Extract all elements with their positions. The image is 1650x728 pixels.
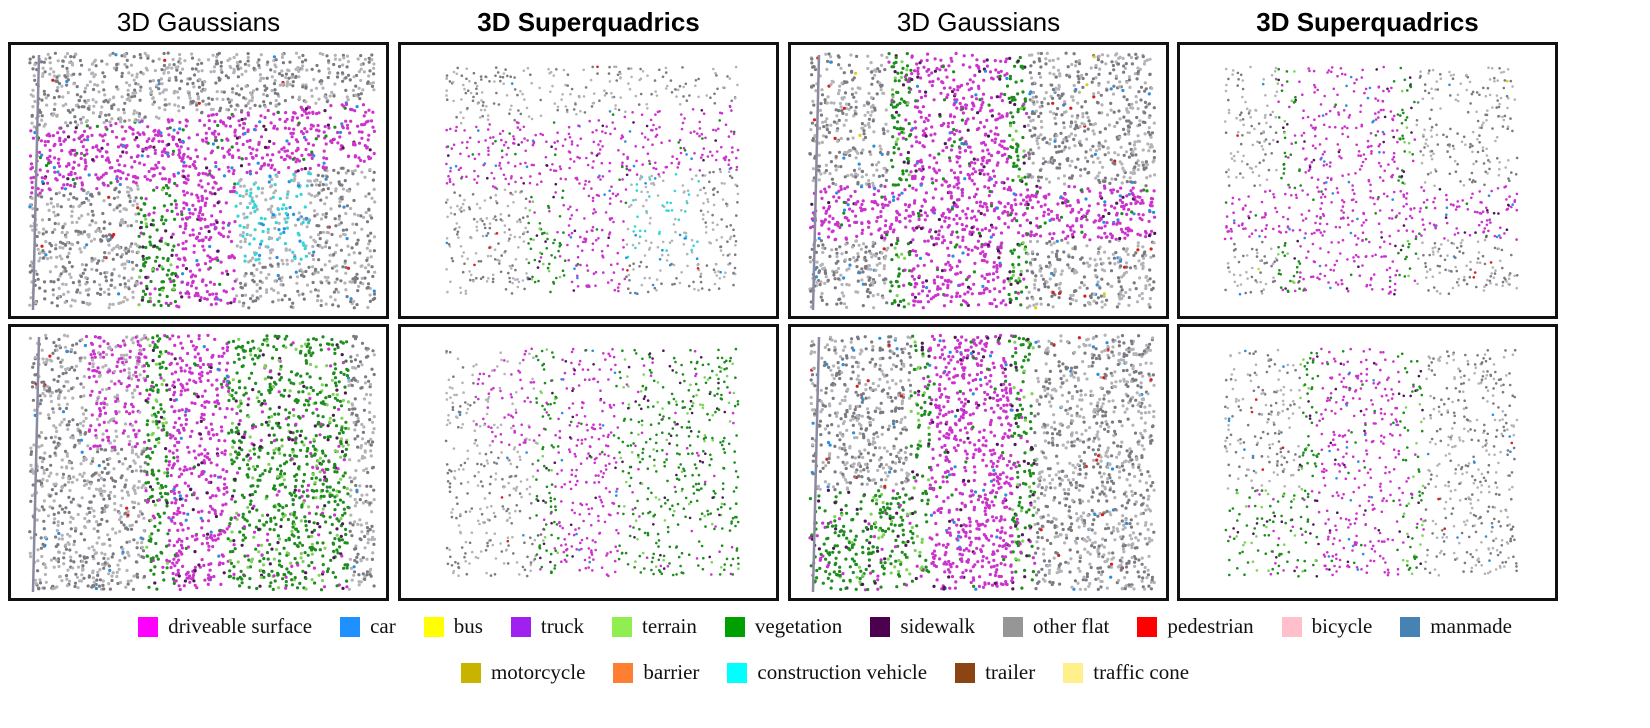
legend-swatch xyxy=(1063,662,1084,683)
column-title-4: 3D Superquadrics xyxy=(1256,7,1479,37)
legend-item-terrain: terrain xyxy=(612,614,697,639)
legend-swatch xyxy=(1281,616,1302,637)
legend-swatch xyxy=(1002,616,1023,637)
legend-item-trailer: trailer xyxy=(955,660,1035,685)
column-title-2: 3D Superquadrics xyxy=(477,7,700,37)
legend-label: vegetation xyxy=(754,614,843,638)
legend-item-other-flat: other flat xyxy=(1002,614,1110,639)
axis-edge-line xyxy=(811,336,821,593)
point-cloud-points xyxy=(28,51,377,310)
legend-swatch xyxy=(340,616,361,637)
point-cloud-points xyxy=(28,333,377,592)
legend-label: bus xyxy=(453,614,483,638)
legend-swatch xyxy=(612,616,633,637)
legend-swatch xyxy=(724,616,745,637)
legend-label: manmade xyxy=(1430,614,1512,638)
point-cloud-points xyxy=(808,51,1157,310)
point-cloud-gaussians-3 xyxy=(28,333,377,593)
legend-swatch xyxy=(955,662,976,683)
panel-superquadrics-top-left xyxy=(398,42,779,319)
legend-row-1: driveable surface car bus truck terrain … xyxy=(0,614,1650,639)
legend-item-barrier: barrier xyxy=(613,660,699,685)
legend-item-truck: truck xyxy=(510,614,585,639)
axis-edge-line xyxy=(811,54,821,311)
legend-swatch xyxy=(510,616,531,637)
legend-label: car xyxy=(370,614,396,638)
panel-superquadrics-bottom-right xyxy=(1177,324,1558,601)
point-cloud-points xyxy=(444,347,740,578)
point-cloud-points xyxy=(1223,347,1519,578)
legend-label: barrier xyxy=(643,660,700,684)
legend-item-traffic-cone: traffic cone xyxy=(1063,660,1189,685)
legend-item-motorcycle: motorcycle xyxy=(460,660,586,685)
legend-item-manmade: manmade xyxy=(1400,614,1512,639)
panel-gaussians-bottom-left xyxy=(8,324,389,601)
legend-label: construction vehicle xyxy=(757,660,928,684)
point-cloud-gaussians-2 xyxy=(808,51,1157,311)
legend-item-bicycle: bicycle xyxy=(1281,614,1373,639)
axis-edge-line xyxy=(31,54,41,311)
panel-superquadrics-bottom-left xyxy=(398,324,779,601)
legend-label: motorcycle xyxy=(490,660,586,684)
legend-label: sidewalk xyxy=(900,614,975,638)
column-title-1: 3D Gaussians xyxy=(116,7,281,37)
legend-label: pedestrian xyxy=(1167,614,1254,638)
point-cloud-superquadrics-2 xyxy=(1223,65,1519,296)
legend-label: other flat xyxy=(1032,614,1110,638)
legend-swatch xyxy=(870,616,891,637)
axis-edge-line xyxy=(31,336,41,593)
legend-swatch xyxy=(1400,616,1421,637)
legend-label: trailer xyxy=(985,660,1036,684)
legend-label: truck xyxy=(540,614,585,638)
panel-gaussians-bottom-right xyxy=(788,324,1169,601)
legend-swatch xyxy=(613,662,634,683)
legend-swatch xyxy=(1137,616,1158,637)
point-cloud-superquadrics-3 xyxy=(444,347,740,578)
legend-item-vegetation: vegetation xyxy=(724,614,843,639)
legend-label: bicycle xyxy=(1311,614,1373,638)
point-cloud-points xyxy=(1223,65,1519,296)
legend-item-pedestrian: pedestrian xyxy=(1137,614,1254,639)
legend-swatch xyxy=(138,616,159,637)
point-cloud-superquadrics-1 xyxy=(444,65,740,295)
column-title-3: 3D Gaussians xyxy=(896,7,1061,37)
legend-item-driveable-surface: driveable surface xyxy=(138,614,312,639)
point-cloud-gaussians-1 xyxy=(28,51,377,311)
panel-gaussians-top-left xyxy=(8,42,389,319)
legend-item-construction-vehicle: construction vehicle xyxy=(727,660,927,685)
legend-item-bus: bus xyxy=(423,614,483,639)
legend-label: traffic cone xyxy=(1093,660,1190,684)
legend-swatch xyxy=(727,662,748,683)
panel-superquadrics-top-right xyxy=(1177,42,1558,319)
point-cloud-gaussians-4 xyxy=(808,333,1156,593)
point-cloud-superquadrics-4 xyxy=(1223,347,1519,578)
legend-row-2: motorcycle barrier construction vehicle … xyxy=(0,660,1650,685)
panel-gaussians-top-right xyxy=(788,42,1169,319)
legend-swatch xyxy=(460,662,481,683)
legend-item-car: car xyxy=(340,614,396,639)
legend-label: terrain xyxy=(642,614,697,638)
legend-swatch xyxy=(423,616,444,637)
legend-label: driveable surface xyxy=(168,614,313,638)
point-cloud-points xyxy=(808,333,1156,592)
legend-item-sidewalk: sidewalk xyxy=(870,614,975,639)
point-cloud-points xyxy=(444,65,740,295)
